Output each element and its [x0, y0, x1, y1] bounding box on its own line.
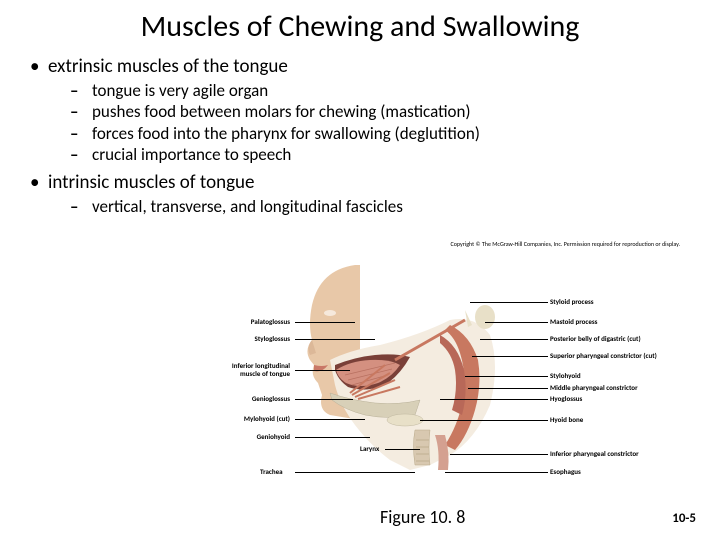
figure-area: Copyright © The McGraw-Hill Companies, I… [150, 240, 690, 520]
label-esophagus: Esophagus [550, 468, 581, 476]
label-larynx: Larynx [360, 445, 379, 453]
leader-line [295, 370, 350, 371]
leader-line [295, 399, 353, 400]
page-title: Muscles of Chewing and Swallowing [20, 8, 700, 45]
label-inferior-longitudinal: Inferior longitudinalmuscle of tongue [200, 362, 290, 377]
leader-line [440, 399, 548, 400]
leader-line [295, 437, 370, 438]
copyright-text: Copyright © The McGraw-Hill Companies, I… [451, 240, 680, 248]
label-genioglossus: Genioglossus [252, 395, 290, 403]
sub-list-1: –vertical, transverse, and longitudinal … [30, 196, 700, 217]
label-digastric: Posterior belly of digastric (cut) [550, 335, 641, 343]
label-geniohyoid: Geniohyoid [257, 433, 290, 441]
leader-line [295, 472, 415, 473]
label-trachea: Trachea [260, 468, 283, 476]
leader-line [420, 420, 548, 421]
content-area: • extrinsic muscles of the tongue –tongu… [20, 55, 700, 217]
label-palatoglossus: Palatoglossus [251, 318, 290, 326]
leader-line [468, 388, 548, 389]
label-inf-pharyngeal: Inferior pharyngeal constrictor [550, 450, 639, 458]
sub-1-0: –vertical, transverse, and longitudinal … [70, 196, 700, 217]
label-mylohyoid: Mylohyoid (cut) [244, 415, 290, 423]
leader-line [470, 302, 548, 303]
sub-0-0: –tongue is very agile organ [70, 80, 700, 101]
label-styloglossus: Styloglossus [255, 335, 290, 343]
sub-0-2: –forces food into the pharynx for swallo… [70, 123, 700, 144]
leader-line [480, 339, 548, 340]
label-hyoid-bone: Hyoid bone [550, 416, 583, 424]
bullet-main-0: • extrinsic muscles of the tongue [30, 55, 700, 78]
figure-caption: Figure 10. 8 [380, 506, 465, 528]
sub-0-3: –crucial importance to speech [70, 144, 700, 165]
sub-0-1: –pushes food between molars for chewing … [70, 101, 700, 122]
label-sup-pharyngeal: Superior pharyngeal constrictor (cut) [550, 352, 657, 360]
bullet-text: extrinsic muscles of the tongue [48, 55, 288, 78]
label-mastoid: Mastoid process [550, 318, 597, 326]
sub-list-0: –tongue is very agile organ –pushes food… [30, 80, 700, 165]
leader-line [295, 322, 355, 323]
leader-line [385, 449, 420, 450]
label-styloid: Styloid process [550, 298, 594, 306]
page-number: 10-5 [672, 511, 696, 526]
leader-line [450, 454, 548, 455]
label-mid-pharyngeal: Middle pharyngeal constrictor [550, 384, 638, 392]
label-stylohyoid: Stylohyoid [550, 372, 581, 380]
leader-line [472, 356, 548, 357]
bullet-text: intrinsic muscles of tongue [48, 171, 254, 194]
label-hyoglossus: Hyoglossus [550, 395, 582, 403]
leader-line [295, 339, 375, 340]
leader-line [485, 322, 548, 323]
leader-line [445, 472, 548, 473]
bullet-main-1: • intrinsic muscles of tongue [30, 171, 700, 194]
leader-line [465, 376, 548, 377]
leader-line [295, 419, 365, 420]
